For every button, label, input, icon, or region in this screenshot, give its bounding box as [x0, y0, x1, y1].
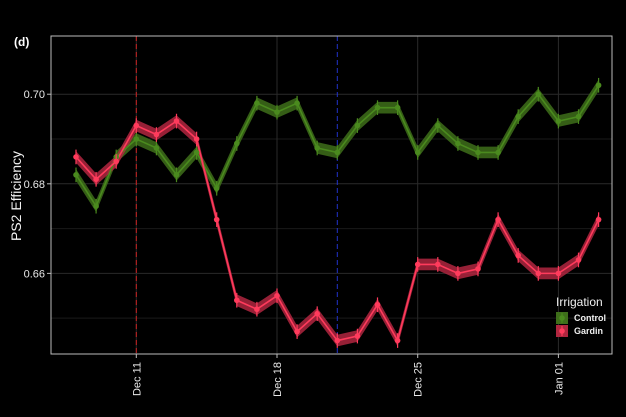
x-tick-label: Dec 11	[131, 362, 143, 396]
legend: Irrigation Control Gardin	[556, 295, 606, 337]
legend-label-gardin: Gardin	[574, 326, 603, 336]
point-control	[435, 122, 441, 129]
point-gardin	[274, 292, 280, 299]
point-control	[314, 145, 321, 151]
point-control	[354, 122, 361, 129]
point-control	[394, 104, 401, 111]
point-control	[455, 140, 461, 147]
legend-key-point	[559, 328, 565, 334]
point-gardin	[555, 270, 562, 277]
point-control	[475, 149, 481, 156]
x-tick-label: Dec 18	[272, 362, 284, 397]
y-axis: 0.66 0.68 0.70	[24, 89, 51, 280]
legend-label-control: Control	[574, 313, 606, 323]
legend-title: Irrigation	[556, 295, 603, 309]
point-gardin	[575, 257, 582, 263]
point-gardin	[394, 337, 401, 344]
point-gardin	[314, 310, 321, 317]
point-control	[173, 172, 180, 178]
grid	[51, 36, 612, 354]
x-tick-label: Jan 01	[553, 362, 565, 395]
point-control	[294, 100, 300, 106]
point-gardin	[73, 154, 79, 160]
point-control	[575, 113, 582, 120]
panel-label: (d)	[14, 35, 29, 49]
event-lines	[135, 36, 338, 354]
point-gardin	[173, 118, 180, 124]
point-control	[274, 109, 280, 115]
point-gardin	[535, 270, 542, 277]
point-gardin	[133, 122, 140, 129]
point-control	[535, 91, 542, 98]
point-gardin	[435, 261, 441, 268]
point-control	[254, 100, 260, 106]
point-gardin	[234, 297, 240, 304]
point-control	[153, 145, 160, 151]
point-gardin	[414, 261, 421, 268]
y-tick-label: 0.66	[24, 268, 45, 280]
point-control	[213, 185, 220, 192]
point-gardin	[374, 301, 381, 308]
point-gardin	[515, 252, 521, 259]
point-gardin	[213, 216, 220, 223]
point-gardin	[455, 270, 461, 277]
x-tick-label: Dec 25	[413, 362, 425, 397]
plot-border	[50, 35, 613, 355]
point-gardin	[495, 216, 501, 223]
point-gardin	[354, 333, 361, 339]
point-control	[73, 172, 79, 178]
point-control	[234, 140, 240, 147]
point-gardin	[93, 176, 99, 183]
point-gardin	[193, 136, 200, 142]
x-axis: Dec 11 Dec 18 Dec 25 Jan 01	[131, 354, 565, 397]
point-gardin	[294, 328, 300, 335]
point-control	[555, 118, 562, 124]
legend-key-point	[559, 315, 565, 321]
point-gardin	[254, 306, 260, 313]
point-control	[515, 113, 521, 120]
point-control	[374, 104, 381, 111]
point-control	[133, 136, 140, 142]
point-control	[334, 149, 341, 156]
y-axis-label: PS2 Efficiency	[8, 151, 24, 241]
y-tick-label: 0.70	[24, 89, 45, 101]
point-control	[495, 149, 501, 156]
point-control	[93, 203, 99, 209]
point-gardin	[475, 266, 481, 272]
series-points	[73, 77, 602, 348]
y-tick-label: 0.68	[24, 179, 45, 191]
point-gardin	[153, 131, 160, 138]
point-control	[595, 82, 602, 89]
point-gardin	[113, 158, 119, 165]
point-gardin	[334, 337, 341, 344]
point-gardin	[595, 216, 602, 223]
point-control	[414, 149, 421, 156]
point-control	[193, 149, 200, 156]
